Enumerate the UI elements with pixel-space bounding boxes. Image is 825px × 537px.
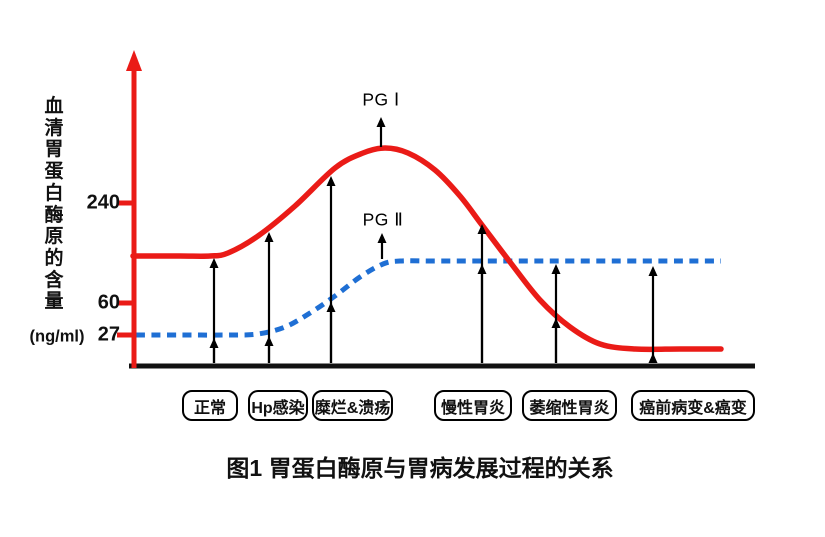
pg2-curve (136, 258, 721, 338)
category-box: 慢性胃炎 (434, 390, 512, 421)
value-arrow-head (551, 264, 561, 274)
value-arrow-head (477, 264, 487, 274)
value-arrow-head (326, 176, 336, 186)
y-axis-title-char: 白 (44, 182, 64, 204)
figure-caption: 图1 胃蛋白酶原与胃病发展过程的关系 (226, 455, 614, 481)
value-arrow-head (264, 232, 274, 242)
series-label-pg1: PG Ⅰ (362, 89, 400, 110)
series-label-pg2: PG Ⅱ (362, 209, 404, 230)
y-axis-title-char: 含 (44, 269, 64, 291)
y-axis-arrow-head (126, 50, 142, 71)
y-axis-title-char: 清 (44, 117, 64, 139)
y-axis-title-char: 血 (44, 96, 64, 117)
pg1-curve (130, 145, 724, 353)
y-tick-label: 60 (97, 291, 120, 314)
value-arrow-head (209, 338, 219, 348)
y-axis-unit: (ng/ml) (29, 327, 85, 346)
y-axis-title-char: 胃 (44, 139, 64, 161)
y-axis-title-char: 的 (44, 247, 64, 269)
category-box: 萎缩性胃炎 (522, 390, 617, 421)
y-axis-title-char: 量 (44, 291, 64, 313)
category-box: 癌前病变&癌变 (631, 390, 755, 421)
category-box: 糜烂&溃疡 (312, 390, 393, 421)
y-tick-label: 27 (97, 323, 120, 346)
y-tick-label: 240 (86, 191, 120, 214)
y-axis-title: 血清胃蛋白酶原的含量 (41, 96, 67, 313)
value-arrow-head (648, 266, 658, 276)
value-arrow-head (264, 336, 274, 346)
y-axis-title-char: 原 (44, 226, 64, 248)
value-arrow-head (209, 258, 219, 268)
category-box: 正常 (182, 390, 238, 421)
category-box: Hp感染 (248, 390, 308, 421)
y-axis-title-char: 酶 (44, 204, 64, 226)
value-arrow-head (326, 302, 336, 312)
callout-arrow-head (377, 233, 387, 243)
y-axis-title-char: 蛋 (44, 161, 64, 183)
callout-arrow-head (376, 117, 386, 127)
value-arrow-head (477, 224, 487, 234)
